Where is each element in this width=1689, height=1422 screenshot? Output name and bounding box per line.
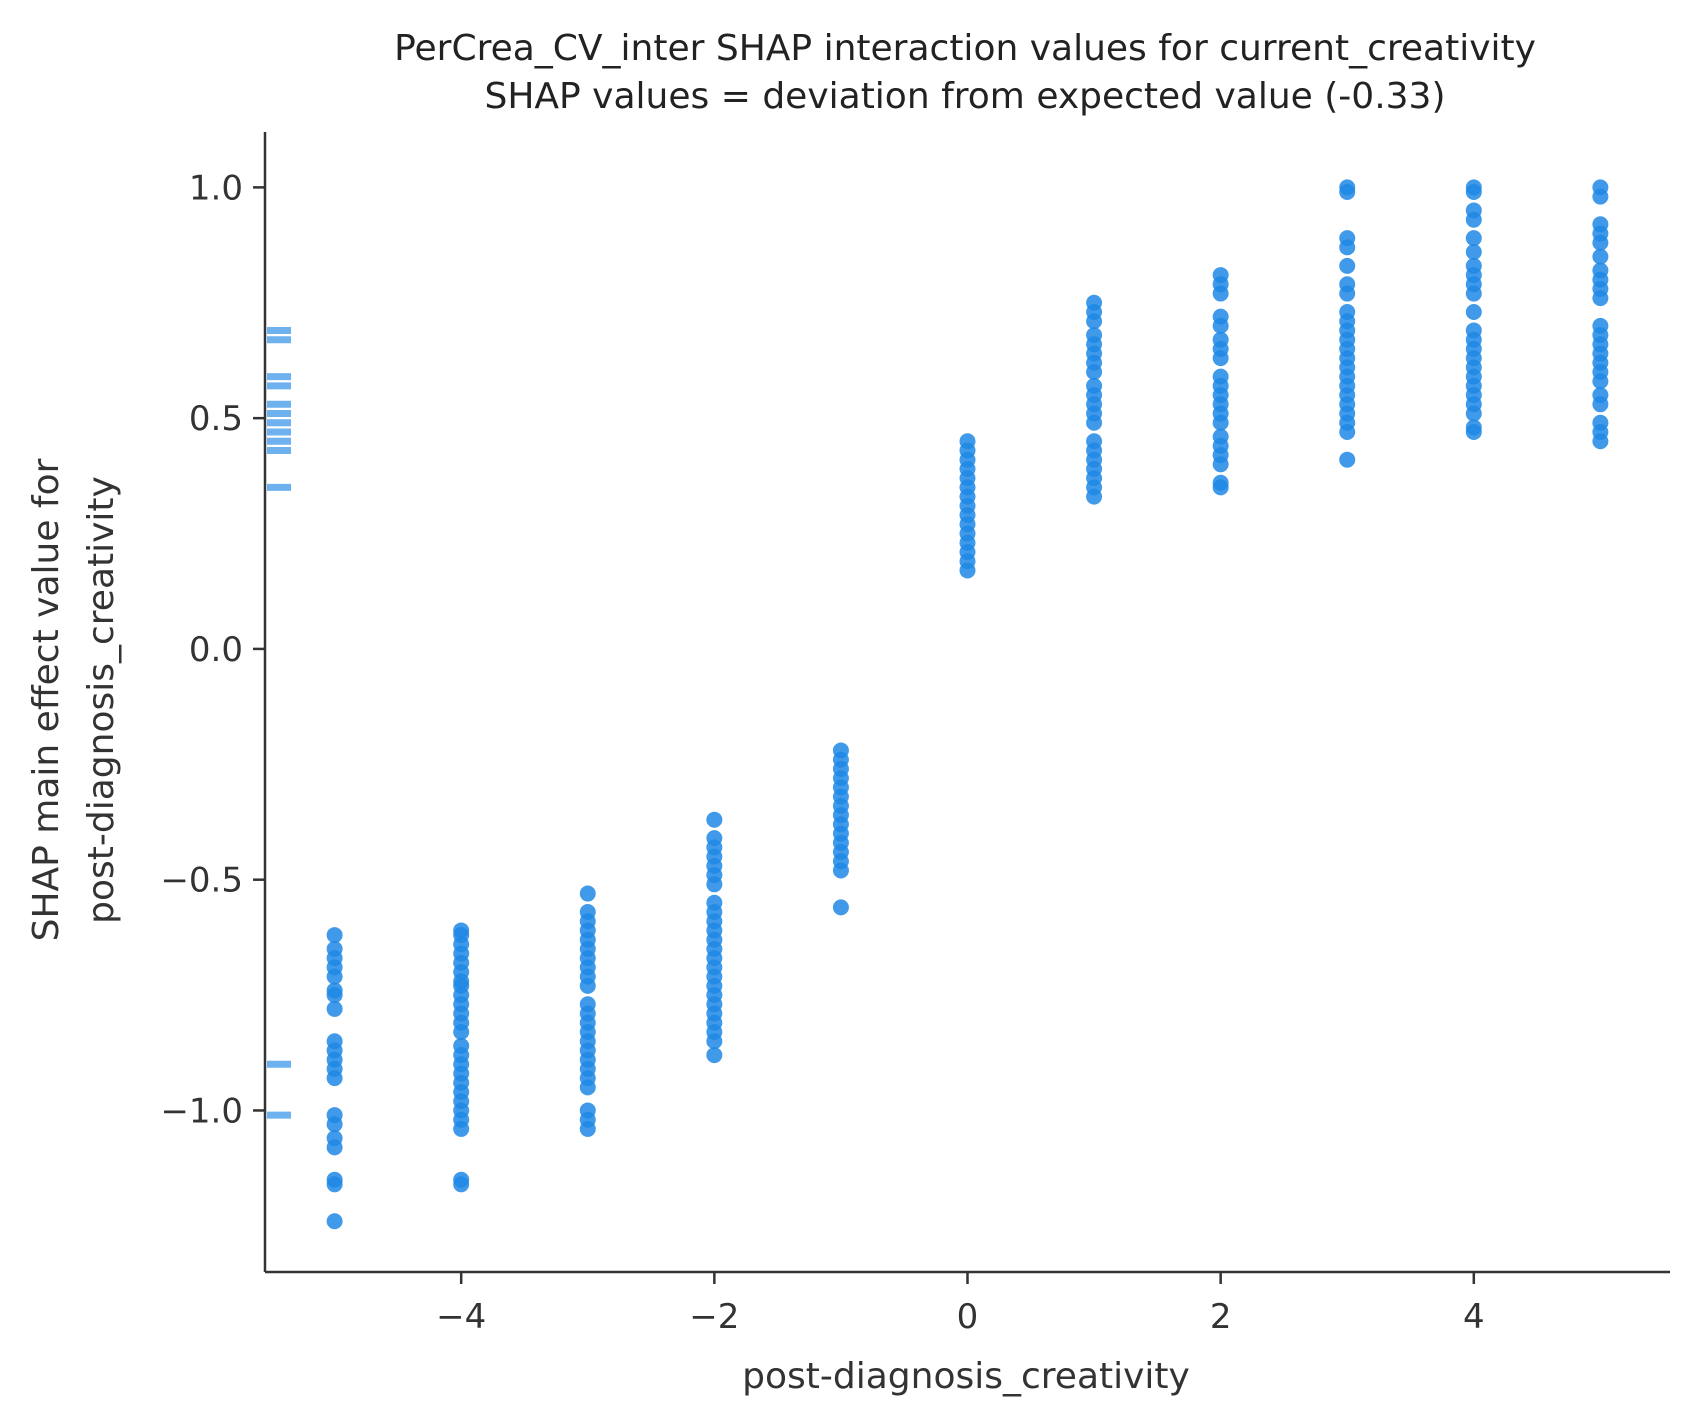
y-tick-label: 0.0 [189, 630, 243, 670]
data-point [326, 1139, 343, 1156]
data-point [579, 1120, 596, 1137]
data-point [453, 1024, 470, 1040]
data-point [579, 977, 596, 994]
data-point [326, 968, 343, 985]
data-point [706, 811, 723, 828]
data-point [1592, 248, 1609, 265]
data-point [1592, 396, 1609, 413]
chart-subtitle: SHAP values = deviation from expected va… [484, 76, 1445, 117]
data-point [1212, 317, 1229, 334]
data-point [1086, 488, 1103, 505]
y-axis-label-line-1: SHAP main effect value for [26, 458, 67, 941]
data-point [1339, 285, 1356, 302]
marginal-tick-layer [267, 326, 291, 1119]
data-point [453, 1176, 470, 1193]
y-axis-label-line-2: post-diagnosis_creativity [81, 476, 122, 924]
y-tick-label: −0.5 [160, 861, 243, 901]
data-point [326, 927, 343, 944]
data-point [1465, 285, 1482, 302]
y-ticks: −1.0 −0.5 0.0 0.5 1.0 [160, 168, 265, 1131]
data-point [1212, 350, 1229, 367]
data-point [1339, 424, 1356, 440]
data-point [1465, 211, 1482, 228]
data-point [1086, 313, 1103, 330]
x-tick-label: 4 [1463, 1297, 1485, 1337]
data-point [1465, 424, 1482, 440]
data-point [326, 1000, 343, 1017]
y-tick-label: 1.0 [189, 168, 243, 208]
x-tick-label: −2 [689, 1297, 739, 1337]
x-axis-label: post-diagnosis_creativity [742, 1356, 1190, 1397]
data-point [453, 1120, 470, 1137]
data-point [706, 1033, 723, 1050]
data-point [1212, 414, 1229, 431]
data-point [1212, 285, 1229, 302]
data-point [1592, 373, 1609, 390]
data-point [1212, 456, 1229, 473]
x-tick-label: −4 [436, 1297, 486, 1337]
data-point [1465, 304, 1482, 320]
x-ticks: −4 −2 0 2 4 [436, 1272, 1485, 1337]
data-point [1086, 414, 1103, 431]
data-point [326, 1213, 343, 1230]
data-point [1339, 451, 1356, 468]
data-point [1339, 239, 1356, 256]
chart-title: PerCrea_CV_inter SHAP interaction values… [394, 28, 1536, 69]
data-point [832, 862, 849, 879]
data-point [326, 1070, 343, 1087]
data-point [1592, 234, 1609, 251]
y-tick-label: −1.0 [160, 1091, 243, 1131]
data-point [959, 562, 976, 579]
data-point [1465, 244, 1482, 260]
data-point [1465, 230, 1482, 247]
data-point [326, 1116, 343, 1133]
data-point [1592, 433, 1609, 450]
data-point [1465, 184, 1482, 200]
data-point [579, 1079, 596, 1096]
data-point [1592, 290, 1609, 307]
data-point [1465, 405, 1482, 422]
data-point [326, 1176, 343, 1193]
data-point [1212, 479, 1229, 496]
x-tick-label: 2 [1210, 1297, 1232, 1337]
data-point [326, 987, 343, 1004]
data-point [706, 1047, 723, 1064]
data-point [832, 899, 849, 916]
data-point [1086, 364, 1103, 380]
data-points-layer [326, 179, 1609, 1230]
data-point [1592, 188, 1609, 205]
x-tick-label: 0 [957, 1297, 979, 1337]
y-tick-label: 0.5 [189, 399, 243, 439]
data-point [706, 876, 723, 893]
data-point [1339, 184, 1356, 200]
data-point [579, 885, 596, 902]
data-point [1339, 257, 1356, 274]
